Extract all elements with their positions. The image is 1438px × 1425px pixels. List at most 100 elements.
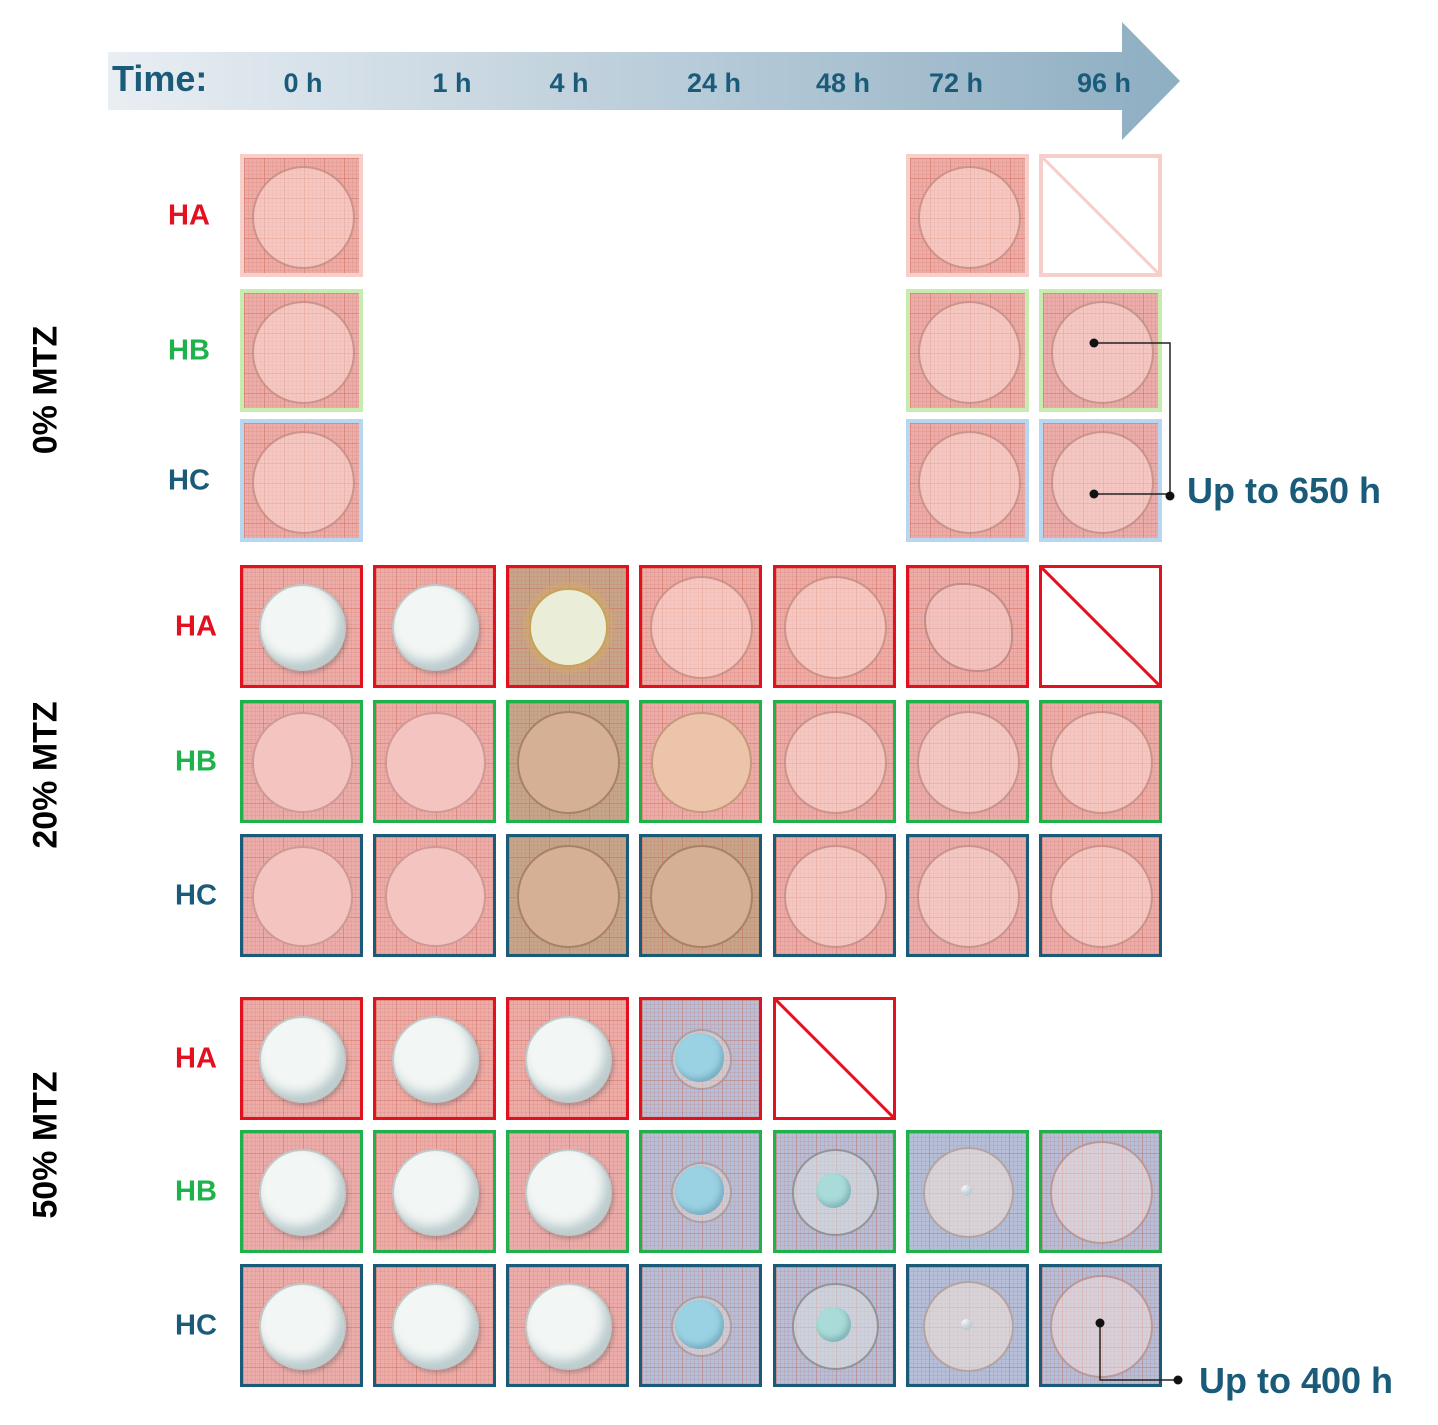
sample-tile — [639, 997, 762, 1120]
sample-tile — [373, 700, 496, 823]
annotation-650h: Up to 650 h — [1187, 470, 1382, 511]
hydrogel-disc — [392, 584, 479, 671]
sample-tile — [639, 834, 762, 957]
group-label: 50% MTZ — [26, 1071, 65, 1219]
hydrogel-disc — [923, 582, 1014, 673]
hydrogel-disc — [252, 431, 355, 534]
hydrogel-disc — [917, 711, 1020, 814]
sample-tile — [1039, 1130, 1162, 1253]
hydrogel-disc — [1050, 1275, 1153, 1378]
sample-tile — [240, 419, 363, 542]
hydrogel-disc — [917, 845, 1020, 948]
drug-core — [675, 1166, 724, 1215]
hydrogel-disc — [517, 845, 620, 948]
sample-tile — [240, 1264, 363, 1387]
hydrogel-disc — [650, 845, 753, 948]
sample-tile — [639, 1130, 762, 1253]
time-tick: 48 h — [815, 68, 871, 98]
drug-core — [960, 1184, 973, 1197]
timeline-arrow — [108, 22, 1180, 140]
group-label: 20% MTZ — [26, 701, 65, 849]
time-tick: 72 h — [928, 68, 984, 98]
sample-tile — [639, 565, 762, 688]
time-tick: 96 h — [1076, 68, 1132, 98]
row-label-ha: HA — [175, 1042, 217, 1074]
hydrogel-disc — [525, 1149, 612, 1236]
sample-tile — [373, 997, 496, 1120]
sample-tile — [506, 565, 629, 688]
sample-tile — [506, 700, 629, 823]
sample-tile — [773, 1130, 896, 1253]
sample-tile — [373, 1264, 496, 1387]
hydrogel-disc — [252, 712, 353, 813]
hydrogel-disc — [1050, 1141, 1153, 1244]
drug-core — [675, 1300, 724, 1349]
sample-tile — [240, 700, 363, 823]
sample-tile — [373, 565, 496, 688]
row-label-ha: HA — [175, 610, 217, 642]
sample-tile — [773, 834, 896, 957]
row-label-hc: HC — [175, 879, 217, 911]
sample-tile — [773, 565, 896, 688]
sample-tile — [906, 1264, 1029, 1387]
hydrogel-disc — [392, 1283, 479, 1370]
no-sample-tile — [773, 997, 896, 1120]
sample-tile — [240, 997, 363, 1120]
sample-tile — [373, 1130, 496, 1253]
drug-core — [816, 1307, 851, 1342]
sample-tile — [240, 154, 363, 277]
hydrogel-disc — [259, 1016, 346, 1103]
sample-tile — [1039, 700, 1162, 823]
hydrogel-disc — [252, 166, 355, 269]
sample-tile — [373, 834, 496, 957]
hydrogel-disc — [259, 1283, 346, 1370]
hydrogel-disc — [392, 1016, 479, 1103]
time-tick: 4 h — [549, 68, 589, 98]
hydrogel-disc — [651, 712, 752, 813]
sample-tile — [1039, 1264, 1162, 1387]
connector-dot — [1165, 491, 1175, 501]
hydrogel-disc — [385, 712, 486, 813]
annotation-400h: Up to 400 h — [1199, 1360, 1394, 1401]
time-tick: 0 h — [283, 68, 323, 98]
sample-tile — [1039, 834, 1162, 957]
hydrogel-disc — [784, 576, 887, 679]
hydrogel-disc — [525, 1283, 612, 1370]
sample-tile — [506, 1130, 629, 1253]
hydrogel-disc — [918, 431, 1021, 534]
hydrogel-disc — [784, 711, 887, 814]
time-tick: 1 h — [432, 68, 472, 98]
hydrogel-disc — [392, 1149, 479, 1236]
row-label-hb: HB — [175, 1175, 217, 1207]
sample-tile — [773, 700, 896, 823]
sample-tile — [906, 700, 1029, 823]
hydrogel-disc — [650, 576, 753, 679]
sample-tile — [906, 289, 1029, 412]
sample-tile — [240, 565, 363, 688]
group-label: 0% MTZ — [26, 325, 65, 455]
sample-tile — [906, 154, 1029, 277]
drug-core — [960, 1318, 973, 1331]
hydrogel-disc — [259, 584, 346, 671]
hydrogel-disc — [252, 301, 355, 404]
row-label-hc: HC — [175, 1309, 217, 1341]
sample-tile — [906, 834, 1029, 957]
sample-tile — [506, 1264, 629, 1387]
no-sample-tile — [1039, 154, 1162, 277]
row-label-hb: HB — [168, 334, 210, 366]
hydrogel-disc — [385, 846, 486, 947]
drug-core — [816, 1173, 851, 1208]
row-label-hb: HB — [175, 745, 217, 777]
hydrogel-disc — [918, 166, 1021, 269]
sample-tile — [1039, 289, 1162, 412]
hydrogel-disc — [525, 1016, 612, 1103]
hydrogel-disc — [922, 1280, 1015, 1373]
hydrogel-disc — [517, 711, 620, 814]
sample-tile — [639, 700, 762, 823]
sample-tile — [639, 1264, 762, 1387]
connector-dot — [1173, 1375, 1183, 1385]
sample-tile — [240, 1130, 363, 1253]
sample-tile — [506, 834, 629, 957]
drug-core — [675, 1033, 724, 1082]
hydrogel-disc — [259, 1149, 346, 1236]
